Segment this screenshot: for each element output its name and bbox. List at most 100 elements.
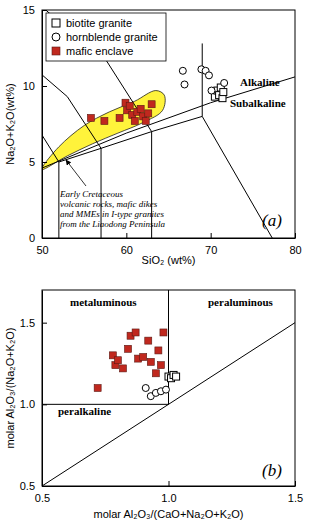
series xyxy=(87,99,155,124)
boundary-line xyxy=(42,323,295,486)
field-label: Early Cretaceousvolcanic rocks, mafic di… xyxy=(59,189,165,229)
point xyxy=(125,345,132,352)
point xyxy=(119,365,126,372)
tick-mark xyxy=(169,481,170,486)
tick-label: 1.5 xyxy=(20,317,35,329)
x-axis-title: SiO₂ (wt%) xyxy=(142,254,196,266)
tick-label: 50 xyxy=(36,244,48,256)
legend-symbol xyxy=(52,19,60,27)
annotation: Alkaline xyxy=(240,76,280,88)
plot-area xyxy=(42,290,295,486)
legend-symbol xyxy=(52,47,60,55)
point xyxy=(137,105,144,112)
plot-area xyxy=(42,10,295,238)
tick-label: 0 xyxy=(29,232,35,244)
series xyxy=(142,385,169,400)
point xyxy=(114,357,121,364)
point xyxy=(94,385,101,392)
tick-label: 15 xyxy=(23,4,35,16)
point xyxy=(145,337,152,344)
point xyxy=(142,385,149,392)
legend-label: mafic enclave xyxy=(66,45,133,57)
point xyxy=(162,386,169,393)
boundary-line xyxy=(59,116,202,238)
point xyxy=(116,114,123,121)
legend-label: biotite granite xyxy=(66,17,132,29)
legend-box xyxy=(46,13,166,61)
tick: 1.0 xyxy=(161,481,176,504)
tick-mark xyxy=(42,86,47,87)
tick: 1.5 xyxy=(20,317,47,329)
tick-label: 1.0 xyxy=(161,492,176,504)
series xyxy=(94,329,167,392)
point xyxy=(140,353,147,360)
point xyxy=(220,89,227,96)
tick-label: 1.0 xyxy=(20,398,35,410)
legend: biotite granite hornblende granite mafic e… xyxy=(46,13,166,61)
x-axis: 50 60 70 80 xyxy=(36,233,301,256)
field-label-line: Early Cretaceous xyxy=(59,189,123,199)
tick-label: 1.5 xyxy=(288,492,303,504)
tick: 70 xyxy=(205,233,217,256)
point xyxy=(148,101,155,108)
legend-symbol xyxy=(52,33,60,41)
x-axis-title: molar Al₂O₃/(CaO+Na₂O+K₂O) xyxy=(94,508,244,520)
chart-root: 50 60 70 80 0 5 10 15 SiO₂ (wt%) Na₂O+K₂O(wt%) Alk… xyxy=(0,0,315,526)
boundary-line xyxy=(42,63,101,148)
point xyxy=(132,329,139,336)
boundary-line xyxy=(42,77,295,168)
point xyxy=(208,87,215,94)
point xyxy=(205,72,212,79)
field-area xyxy=(42,91,165,170)
panel-label: (a) xyxy=(262,211,282,230)
annotation: Subalkaline xyxy=(230,97,286,109)
series xyxy=(165,371,180,381)
panel: 0.5 1.0 1.5 0.5 1.0 1.5 molar Al₂O₃/(CaO+Na₂O+… xyxy=(4,290,303,520)
annotation: peralkaline xyxy=(58,405,111,417)
y-axis-title: Na₂O+K₂O(wt%) xyxy=(4,83,16,165)
field-label-line: from the Liaodong Peninsula xyxy=(60,219,165,229)
point xyxy=(221,79,228,86)
field-label-line: and MMEs in I-type granites xyxy=(60,209,164,219)
y-axis-title: molar Al₂O₃/(Na₂O+K₂O) xyxy=(4,328,16,449)
point xyxy=(145,110,152,117)
panel: 50 60 70 80 0 5 10 15 SiO₂ (wt%) Na₂O+K₂O(wt%) Alk… xyxy=(4,0,302,266)
plot-frame xyxy=(42,10,295,238)
point xyxy=(142,117,149,124)
y-axis: 0 5 10 15 xyxy=(23,4,47,244)
tick-label: 0.5 xyxy=(35,492,50,504)
point xyxy=(160,329,167,336)
annotation: peraluminous xyxy=(208,296,274,308)
y-axis: 0.5 1.0 1.5 xyxy=(20,291,47,493)
tick-mark xyxy=(211,233,212,238)
boundary-line xyxy=(42,127,59,162)
point xyxy=(147,358,154,365)
tick: 1.0 xyxy=(20,398,47,410)
panel-label: (b) xyxy=(262,461,282,480)
legend-label: hornblende granite xyxy=(66,31,158,43)
point xyxy=(157,362,164,369)
point xyxy=(126,102,133,109)
chart-svg: 50 60 70 80 0 5 10 15 SiO₂ (wt%) Na₂O+K₂O(wt%) Alk… xyxy=(0,0,315,526)
point xyxy=(101,117,108,124)
point xyxy=(87,114,94,121)
point xyxy=(131,117,138,124)
point xyxy=(179,67,186,74)
field-label-line: volcanic rocks, mafic dikes xyxy=(60,199,158,209)
annotation: metaluminous xyxy=(70,296,137,308)
field-arrow xyxy=(66,160,86,186)
tick-label: 80 xyxy=(289,244,301,256)
tick: 60 xyxy=(121,233,133,256)
x-axis: 0.5 1.0 1.5 xyxy=(35,481,303,504)
tick-label: 0.5 xyxy=(20,480,35,492)
series xyxy=(179,66,227,94)
tick-label: 5 xyxy=(29,156,35,168)
tick-mark xyxy=(42,404,47,405)
tick-mark xyxy=(42,162,47,163)
point xyxy=(181,81,188,88)
tick: 10 xyxy=(23,80,47,92)
tick-mark xyxy=(126,233,127,238)
point xyxy=(155,347,162,354)
tick-label: 60 xyxy=(121,244,133,256)
tick-label: 10 xyxy=(23,80,35,92)
